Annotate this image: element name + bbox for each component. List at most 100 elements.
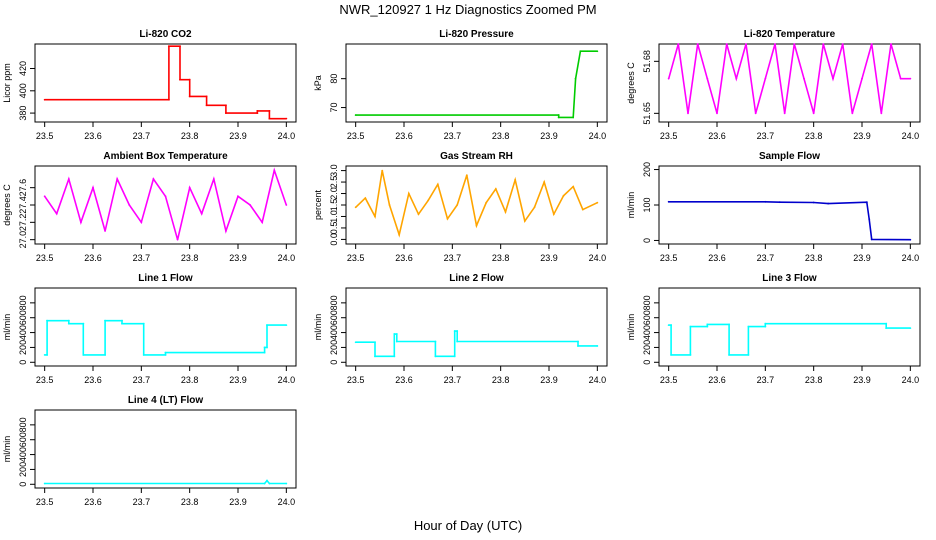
data-point <box>55 212 58 215</box>
x-tick-label: 24.0 <box>589 375 607 385</box>
data-point <box>783 112 786 115</box>
x-tick-label: 23.9 <box>540 131 558 141</box>
data-point <box>523 220 526 222</box>
y-tick-label: 600 <box>329 310 339 325</box>
data-point <box>909 77 912 80</box>
data-point <box>885 327 888 330</box>
data-point <box>706 323 709 326</box>
data-point <box>562 194 565 197</box>
data-point <box>596 50 599 53</box>
data-point <box>909 238 912 241</box>
y-tick-label: 380 <box>18 106 28 121</box>
panel-10: Line 4 (LT) Flow ml/min 23.5 23.6 23.7 23.8 23… <box>2 395 297 507</box>
data-point <box>581 208 584 211</box>
y-axis-label: degrees C <box>2 184 12 226</box>
data-point <box>67 178 70 180</box>
series-line <box>44 479 287 485</box>
x-tick-label: 23.6 <box>708 131 726 141</box>
x-tick-label: 23.6 <box>84 131 102 141</box>
data-point <box>67 319 70 322</box>
panel-title: Ambient Box Temperature <box>103 151 228 162</box>
data-point <box>725 43 728 45</box>
y-tick-label: 0 <box>18 482 28 487</box>
data-point <box>572 116 575 119</box>
data-point <box>456 330 459 332</box>
x-tick-label: 23.6 <box>395 131 413 141</box>
data-point <box>434 355 437 358</box>
data-point <box>427 199 430 202</box>
data-point <box>188 78 191 81</box>
data-point <box>543 181 546 183</box>
data-point <box>354 114 357 116</box>
data-point <box>152 178 155 180</box>
y-tick-label: 400 <box>18 447 28 462</box>
y-axis-label: ml/min <box>626 314 636 341</box>
data-point <box>596 345 599 347</box>
x-tick-label: 23.9 <box>229 253 247 263</box>
y-tick-label: 1.0 <box>329 210 339 223</box>
x-tick-label: 23.8 <box>181 497 199 507</box>
data-point <box>706 325 709 328</box>
data-point <box>716 112 718 115</box>
x-tick-label: 23.5 <box>660 375 678 385</box>
plot-frame <box>658 165 921 245</box>
data-point <box>167 98 170 101</box>
data-point <box>822 43 825 45</box>
data-point <box>237 195 239 198</box>
data-point <box>205 104 208 107</box>
data-point <box>164 351 167 354</box>
data-point <box>266 479 268 482</box>
data-point <box>67 322 70 325</box>
data-point <box>747 353 750 356</box>
y-tick-label: 51.68 <box>642 50 652 73</box>
data-point <box>667 77 670 80</box>
y-tick-label: 600 <box>642 310 652 325</box>
y-tick-label: 0 <box>329 360 339 365</box>
panel-title: Li-820 CO2 <box>139 29 192 40</box>
data-point <box>880 112 883 115</box>
data-point <box>374 341 376 344</box>
data-point <box>381 169 384 172</box>
data-point <box>728 323 730 326</box>
data-point <box>494 188 497 190</box>
panel-title: Sample Flow <box>759 151 820 162</box>
panel-title: Line 3 Flow <box>762 273 817 284</box>
data-point <box>179 45 181 48</box>
data-point <box>417 213 420 216</box>
data-point <box>121 319 123 322</box>
data-point <box>268 117 271 120</box>
panel-9: Line 3 Flow ml/min 23.5 23.6 23.7 23.8 23.9 24.… <box>626 273 921 385</box>
data-point <box>793 43 796 45</box>
data-point <box>552 213 555 216</box>
panel-title: Line 1 Flow <box>138 273 193 284</box>
data-point <box>225 112 227 114</box>
panel-3: Li-820 Temperature degrees C 23.5 23.6 23.7 2… <box>626 29 921 141</box>
x-tick-label: 23.7 <box>444 375 462 385</box>
y-tick-label: 70 <box>329 103 339 113</box>
x-tick-label: 23.9 <box>853 375 871 385</box>
data-point <box>104 230 106 232</box>
data-point <box>574 77 577 80</box>
data-point <box>176 238 179 241</box>
data-point <box>557 114 560 116</box>
x-tick-label: 23.5 <box>36 131 54 141</box>
data-point <box>43 195 46 198</box>
x-tick-label: 23.8 <box>181 131 199 141</box>
data-point <box>273 169 276 172</box>
y-tick-label: 800 <box>329 295 339 310</box>
y-tick-label: 400 <box>642 325 652 340</box>
panel-8: Line 2 Flow ml/min 23.5 23.6 23.7 23.8 23.9 24.… <box>313 273 608 385</box>
y-tick-label: 200 <box>642 162 652 177</box>
x-tick-label: 23.7 <box>757 131 775 141</box>
plot-frame <box>658 287 921 367</box>
data-point <box>285 482 288 485</box>
data-point <box>577 340 579 343</box>
data-point <box>266 324 268 327</box>
x-tick-label: 24.0 <box>902 253 920 263</box>
x-tick-label: 23.7 <box>757 375 775 385</box>
plot-frame <box>345 165 608 245</box>
x-tick-label: 23.8 <box>805 253 823 263</box>
data-point <box>436 183 439 186</box>
data-point <box>104 319 106 322</box>
data-point <box>841 43 844 45</box>
